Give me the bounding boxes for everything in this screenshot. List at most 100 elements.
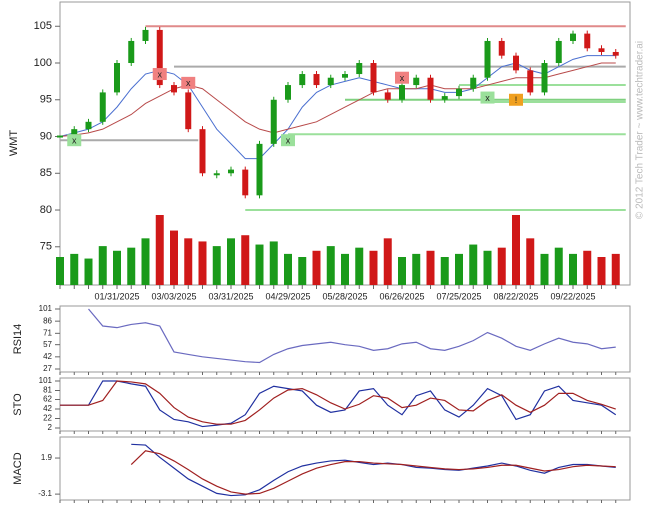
volume-bar	[241, 235, 250, 285]
volume-bar	[227, 238, 235, 285]
candle	[470, 77, 477, 89]
symbol-label: WMT	[8, 130, 20, 157]
volume-bar	[512, 215, 520, 285]
volume-bar	[298, 257, 307, 285]
candle	[570, 33, 576, 41]
y-tick-label: 2	[48, 423, 53, 432]
x-tick-label: 06/26/2025	[379, 291, 424, 301]
volume-bar	[127, 247, 136, 285]
volume-bar	[526, 238, 535, 285]
candle	[441, 96, 448, 100]
signal-label: x	[186, 78, 191, 88]
volume-bar	[455, 253, 463, 285]
indicator-line	[131, 443, 616, 497]
volume-bar	[611, 253, 620, 285]
volume-bar	[469, 244, 478, 285]
candle	[256, 143, 263, 196]
candle	[313, 74, 320, 86]
y-tick-label: 42	[43, 352, 52, 361]
volume-bar	[198, 241, 207, 285]
x-tick-label: 05/28/2025	[322, 291, 367, 301]
volume-bar	[369, 250, 378, 285]
candle	[484, 40, 491, 78]
y-tick-label: 1.9	[41, 453, 53, 462]
indicator-line	[60, 380, 616, 425]
candle	[114, 63, 120, 93]
volume-bar	[212, 246, 221, 285]
volume-bar	[170, 230, 178, 285]
x-tick-label: 08/22/2025	[493, 291, 538, 301]
candle	[185, 92, 192, 130]
volume-bar	[255, 244, 264, 285]
signal-label: x	[400, 73, 405, 83]
volume-bar	[341, 253, 349, 285]
price-panel	[59, 1, 631, 286]
candle	[71, 129, 78, 137]
y-tick-label: 105	[34, 20, 52, 32]
moving-average-line	[59, 62, 616, 138]
x-tick-label: 01/31/2025	[94, 291, 139, 301]
signal-label: x	[485, 93, 490, 103]
y-tick-label: 27	[43, 364, 52, 373]
candle	[199, 129, 206, 174]
candle	[327, 77, 334, 86]
candle	[128, 40, 135, 64]
candle	[171, 85, 177, 93]
indicator-line	[88, 308, 616, 364]
volume-bar	[497, 247, 506, 285]
indicator-line	[130, 450, 616, 495]
candle	[413, 77, 420, 86]
volume-bar	[113, 250, 121, 285]
volume-bar	[483, 250, 492, 285]
signal-marker	[281, 134, 295, 147]
x-tick-label: 03/31/2025	[208, 291, 253, 301]
volume-bar	[412, 253, 421, 285]
volume-bar	[98, 246, 107, 285]
volume-bar	[326, 246, 335, 285]
signal-marker	[67, 134, 82, 147]
y-tick-label: 85	[40, 167, 52, 179]
candle	[285, 85, 291, 100]
candle	[555, 40, 562, 64]
panel-label: RSI14	[12, 324, 24, 355]
signal-label: x	[72, 136, 77, 146]
candle	[612, 51, 619, 56]
signal-label: x	[158, 69, 163, 79]
candle	[541, 63, 548, 93]
candle	[99, 92, 106, 122]
candle	[57, 135, 63, 138]
candle	[356, 63, 363, 75]
panel-label: MACD	[12, 452, 24, 484]
candle	[228, 169, 234, 174]
y-tick-label: 81	[43, 386, 52, 395]
y-tick-label: 42	[43, 404, 52, 413]
candle	[498, 40, 505, 56]
signal-marker	[509, 93, 523, 106]
signal-marker	[395, 71, 409, 84]
signal-label: x	[286, 136, 291, 146]
candle	[456, 88, 462, 97]
volume-bar	[84, 258, 93, 285]
volume-bar	[426, 250, 435, 285]
volume-bar	[312, 250, 321, 285]
y-tick-label: 22	[43, 414, 52, 423]
candle	[384, 92, 391, 100]
signal-marker	[480, 91, 495, 104]
y-tick-label: 75	[40, 241, 52, 253]
candle	[527, 70, 534, 93]
candle	[427, 77, 434, 100]
candle	[299, 74, 306, 86]
signal-marker	[181, 76, 196, 89]
volume-bar	[355, 247, 364, 285]
y-tick-label: 71	[43, 328, 52, 337]
volume-bar	[383, 238, 392, 285]
indicator-panel	[59, 305, 631, 373]
watermark: © 2012 Tech Trader ~ www.techtrader.ai	[635, 41, 646, 219]
panel-label: STO	[12, 393, 24, 416]
candle	[513, 55, 519, 71]
volume-bar	[597, 257, 606, 285]
moving-average-line	[59, 55, 616, 160]
candle	[156, 29, 163, 86]
signal-marker	[152, 68, 167, 81]
